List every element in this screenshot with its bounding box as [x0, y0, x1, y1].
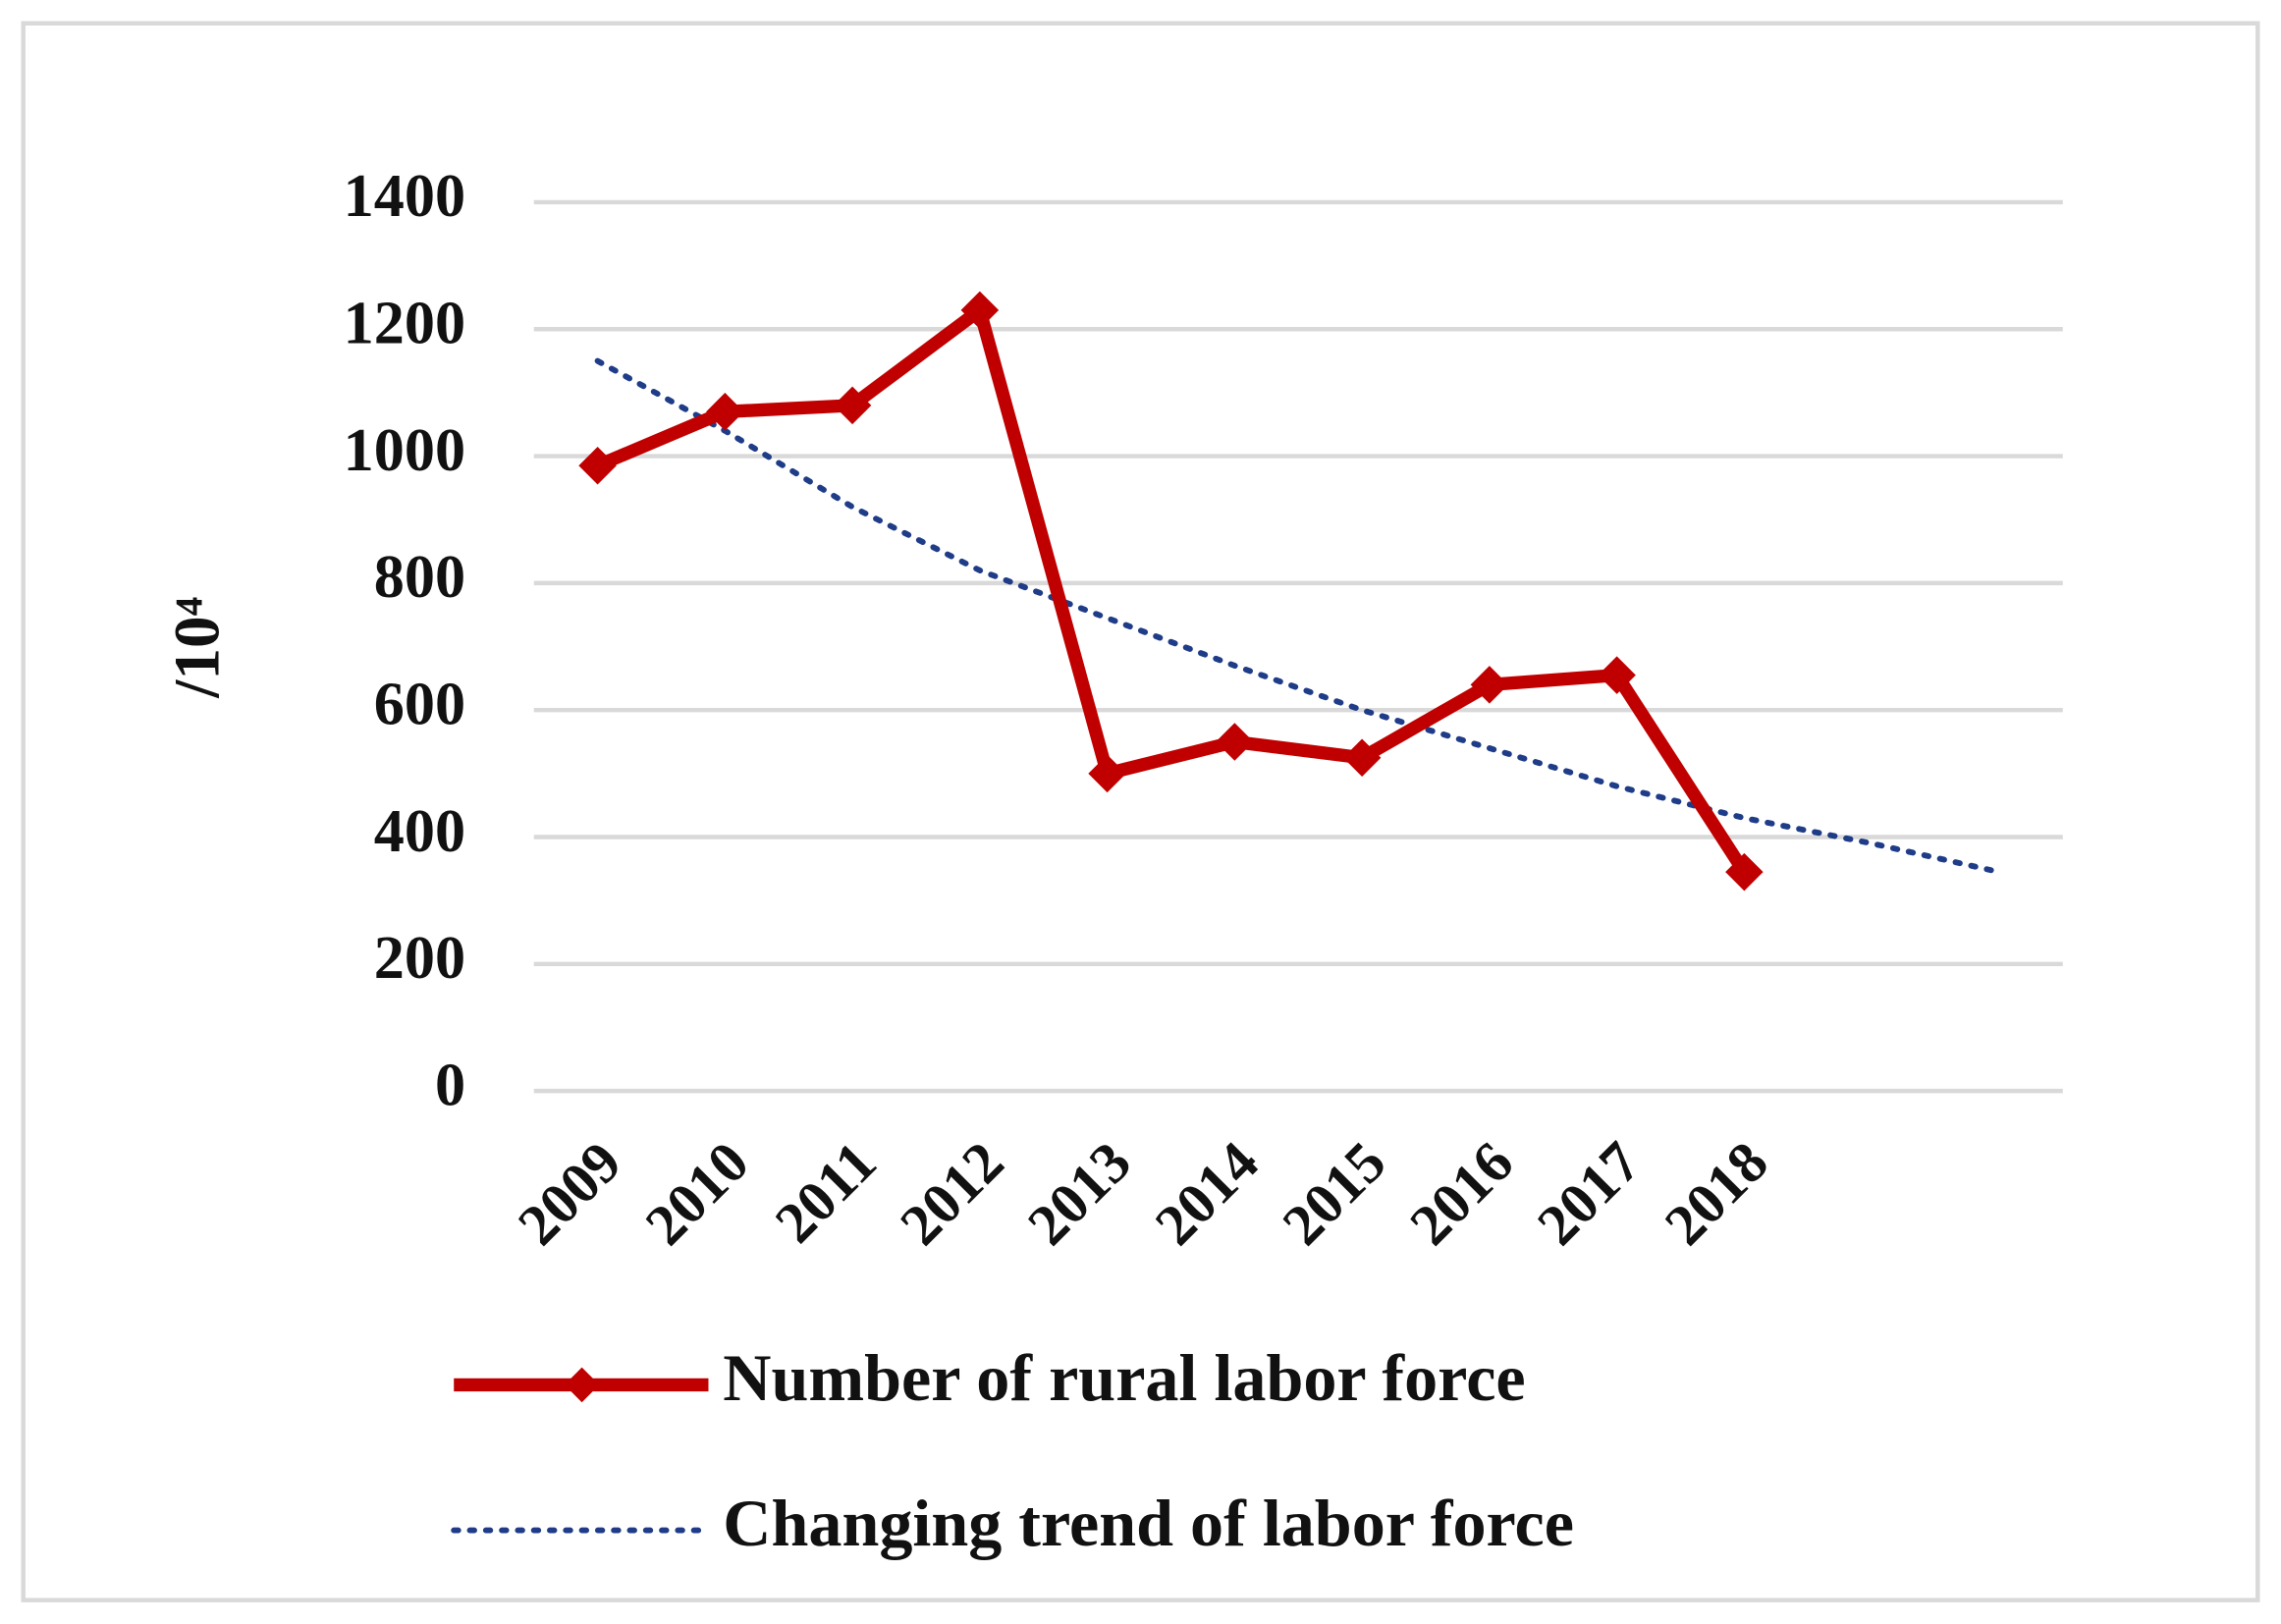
point-marker: [706, 393, 744, 431]
series-line: [594, 303, 1750, 876]
y-tick-label: 1400: [344, 163, 465, 230]
y-axis-label: /10⁴: [162, 597, 233, 699]
point-marker: [578, 447, 617, 485]
y-tick-label: 600: [374, 671, 465, 737]
legend-label: Number of rural labor force: [723, 1340, 1525, 1415]
point-marker: [833, 386, 872, 425]
legend-label: Changing trend of labor force: [723, 1486, 1574, 1560]
point-marker: [960, 291, 1000, 330]
y-tick-label: 200: [374, 925, 465, 992]
point-marker: [1598, 656, 1636, 694]
y-tick-label: 1000: [344, 417, 465, 484]
legend-marker: [564, 1367, 600, 1403]
y-tick-label: 400: [374, 798, 465, 865]
y-tick-label: 800: [374, 544, 465, 611]
point-marker: [1342, 738, 1382, 777]
y-tick-label: 1200: [344, 291, 465, 357]
series-line: [594, 357, 2002, 876]
point-marker: [1725, 852, 1764, 892]
y-tick-label: 0: [435, 1052, 465, 1118]
chart-frame: [21, 21, 2260, 1602]
